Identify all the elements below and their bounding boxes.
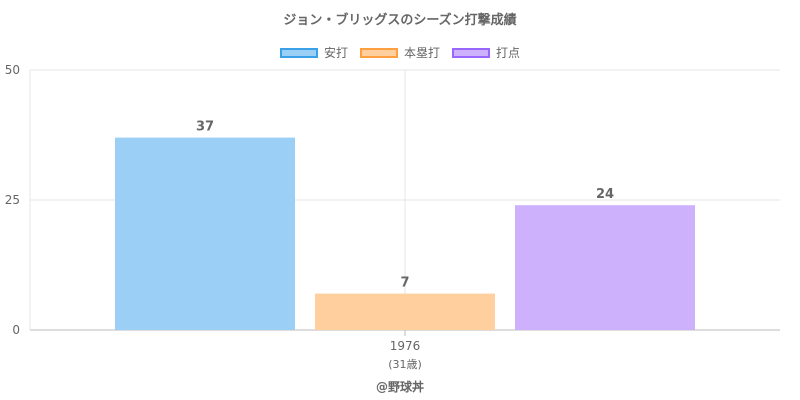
legend-swatch-hits bbox=[279, 47, 318, 58]
legend-swatch-rbi bbox=[452, 47, 490, 58]
legend-swatch-home-runs bbox=[359, 47, 398, 58]
legend-label-rbi: 打点 bbox=[496, 46, 521, 60]
bar-home-runs bbox=[315, 293, 495, 330]
data-label: 7 bbox=[400, 276, 409, 291]
credit-label: @野球丼 bbox=[375, 380, 424, 394]
legend-label-home-runs: 本塁打 bbox=[403, 46, 440, 60]
legend-item-rbi[interactable]: 打点 bbox=[452, 44, 520, 61]
y-tick-label: 50 bbox=[5, 63, 20, 77]
x-tick-sublabel: (31歳) bbox=[388, 358, 422, 371]
data-label: 37 bbox=[196, 120, 214, 135]
legend-item-hits[interactable]: 安打 bbox=[279, 44, 348, 61]
legend-item-home-runs[interactable]: 本塁打 bbox=[359, 44, 440, 61]
bar-hits bbox=[115, 137, 295, 330]
y-tick-label: 0 bbox=[12, 323, 20, 337]
y-tick-label: 25 bbox=[5, 193, 20, 207]
legend-label-hits: 安打 bbox=[323, 46, 348, 60]
data-label: 24 bbox=[596, 187, 614, 202]
x-tick-label: 1976 bbox=[390, 339, 421, 353]
chart-title: ジョン・ブリッグスのシーズン打撃成績 bbox=[283, 13, 517, 28]
bar-rbi bbox=[515, 205, 695, 330]
chart-legend: 安打 本塁打 打点 bbox=[0, 44, 800, 61]
